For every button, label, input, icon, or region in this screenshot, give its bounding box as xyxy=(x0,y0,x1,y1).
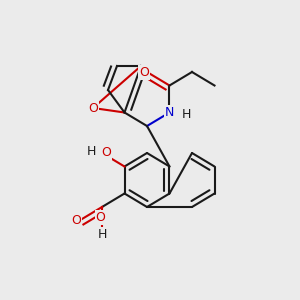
Text: H: H xyxy=(181,107,191,121)
Text: H: H xyxy=(87,145,96,158)
Text: O: O xyxy=(88,101,98,115)
Text: O: O xyxy=(72,214,81,227)
Text: N: N xyxy=(165,106,174,119)
Text: O: O xyxy=(101,146,111,160)
Text: O: O xyxy=(139,65,149,79)
Text: H: H xyxy=(97,227,107,241)
Text: O: O xyxy=(96,211,105,224)
